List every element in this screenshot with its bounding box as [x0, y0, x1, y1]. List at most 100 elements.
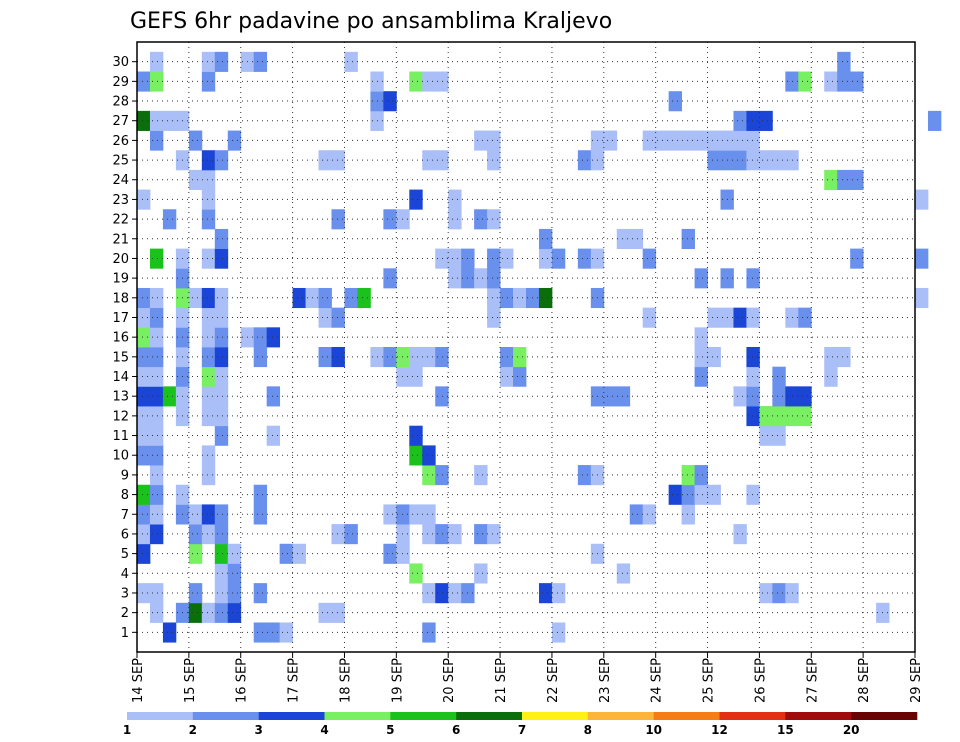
heatmap-cell	[227, 583, 242, 604]
heatmap-cell	[746, 347, 760, 368]
heatmap-cell	[253, 504, 268, 525]
heatmap-cell	[149, 445, 164, 466]
heatmap-cell	[915, 287, 929, 309]
heatmap-cell	[253, 347, 268, 368]
y-tick-label: 20	[112, 252, 129, 267]
heatmap-cell	[694, 268, 708, 289]
heatmap-cell	[253, 484, 268, 505]
y-tick-label: 10	[112, 449, 129, 464]
colorbar-legend: 1 2 3 4 5 6 7 8 10 12 15 20	[123, 712, 918, 737]
heatmap-cell	[227, 563, 242, 584]
heatmap-cell	[188, 524, 203, 545]
heatmap-cell	[137, 189, 151, 210]
heatmap-cell	[214, 583, 229, 604]
heatmap-cell	[409, 425, 423, 446]
heatmap-cell	[746, 110, 760, 131]
heatmap-cell	[292, 287, 306, 309]
heatmap-cell	[279, 622, 293, 643]
heatmap-cell	[616, 228, 631, 250]
heatmap-cell	[824, 366, 838, 387]
heatmap-cell	[137, 445, 151, 466]
heatmap-cell	[214, 327, 229, 348]
y-tick-label: 7	[121, 508, 129, 523]
heatmap-cell	[383, 504, 397, 525]
heatmap-cell	[331, 209, 345, 230]
heatmap-cell	[149, 51, 164, 72]
x-tick-label: 25 SEP	[702, 658, 717, 703]
colorbar-swatch	[258, 712, 325, 720]
y-tick-label: 27	[112, 114, 129, 129]
y-tick-label: 29	[112, 75, 129, 90]
heatmap-cell	[422, 622, 436, 643]
y-tick-label: 5	[121, 547, 129, 562]
y-tick-label: 28	[112, 95, 129, 110]
heatmap-cell	[694, 327, 708, 348]
heatmap-cell	[137, 406, 151, 427]
x-tick-label: 28 SEP	[857, 658, 872, 703]
heatmap-cell	[538, 248, 553, 269]
heatmap-cell	[837, 169, 851, 190]
y-tick-label: 23	[112, 193, 129, 208]
heatmap-cell	[577, 150, 592, 171]
heatmap-cell	[474, 563, 488, 584]
heatmap-cell	[474, 268, 488, 289]
heatmap-cell	[214, 307, 229, 328]
heatmap-cell	[149, 287, 164, 309]
heatmap-cell	[435, 583, 449, 604]
colorbar-swatch	[719, 712, 786, 720]
heatmap-cell	[201, 366, 216, 387]
heatmap-cell	[850, 71, 864, 92]
heatmap-cell	[487, 287, 501, 309]
heatmap-cell	[149, 524, 164, 545]
heatmap-cell	[201, 524, 216, 545]
y-tick-label: 13	[112, 390, 129, 405]
colorbar-label: 7	[518, 723, 526, 737]
heatmap-cell	[733, 307, 747, 328]
x-tick-label: 21 SEP	[494, 658, 509, 703]
heatmap-cell	[668, 484, 682, 505]
colorbar-label: 1	[123, 723, 131, 737]
heatmap-cell	[253, 51, 268, 72]
heatmap-cell	[435, 248, 449, 269]
x-tick-label: 14 SEP	[131, 658, 146, 703]
heatmap-cell	[746, 386, 760, 407]
heatmap-cell	[733, 524, 747, 545]
heatmap-cell	[694, 366, 708, 387]
heatmap-cell	[513, 366, 527, 387]
heatmap-cell	[551, 248, 566, 269]
heatmap-cell	[162, 209, 177, 230]
heatmap-cell	[201, 169, 216, 190]
colorbar-label: 2	[189, 723, 197, 737]
heatmap-cell	[500, 248, 514, 269]
heatmap-cell	[798, 307, 812, 328]
heatmap-cell	[137, 386, 151, 407]
heatmap-cell	[214, 150, 229, 171]
heatmap-cell	[331, 307, 345, 328]
heatmap-cell	[318, 307, 332, 328]
heatmap-cell	[707, 347, 721, 368]
colorbar-label: 8	[584, 723, 592, 737]
heatmap-cell	[214, 347, 229, 368]
heatmap-cell	[435, 386, 449, 407]
heatmap-cell	[422, 583, 436, 604]
heatmap-cell	[201, 406, 216, 427]
heatmap-cell	[409, 445, 423, 466]
heatmap-cell	[149, 366, 164, 387]
y-tick-label: 11	[112, 429, 129, 444]
heatmap-cell	[616, 386, 631, 407]
heatmap-cell	[487, 524, 501, 545]
heatmap-cell	[448, 268, 462, 289]
heatmap-cell	[227, 602, 242, 623]
heatmap-cell	[474, 465, 488, 486]
heatmap-cell	[331, 602, 345, 623]
heatmap-cell	[137, 366, 151, 387]
heatmap-cell	[357, 287, 371, 309]
heatmap-cell	[149, 583, 164, 604]
heatmap-cell	[772, 583, 786, 604]
heatmap-cell	[201, 445, 216, 466]
heatmap-cell	[318, 150, 332, 171]
heatmap-cell	[188, 543, 203, 564]
heatmap-cell	[149, 484, 164, 505]
heatmap-cell	[149, 347, 164, 368]
x-tick-label: 27 SEP	[805, 658, 820, 703]
